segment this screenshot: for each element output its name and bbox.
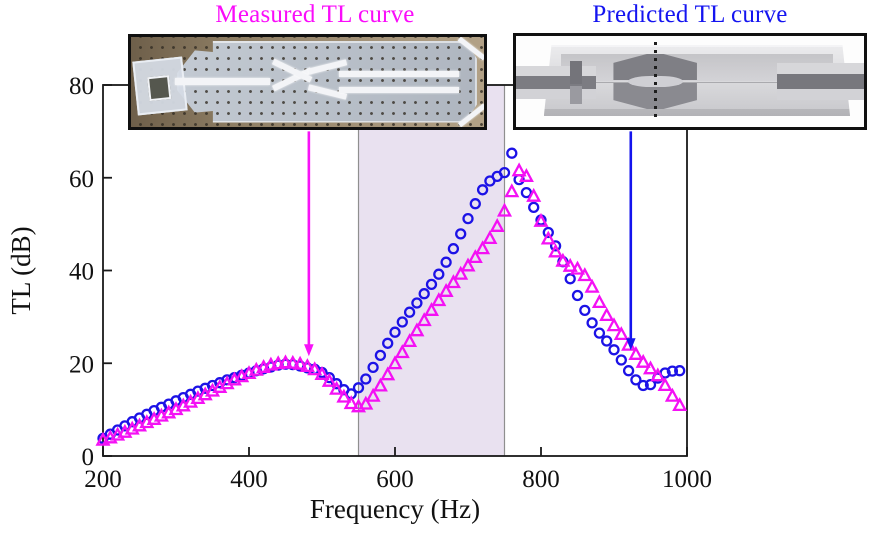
channel-spine <box>175 77 271 85</box>
svg-text:TL (dB): TL (dB) <box>6 226 36 314</box>
clamp-hole <box>147 74 172 102</box>
svg-text:200: 200 <box>84 466 122 493</box>
inner-wall-slot-upper <box>569 61 583 85</box>
inner-wall-slot-lower <box>569 86 583 105</box>
right-flange-channel <box>777 63 864 100</box>
dotted-center-line <box>653 42 657 121</box>
highlight-band <box>357 84 506 457</box>
measured-inset-photo <box>128 34 487 130</box>
flange-bar-upper <box>339 71 460 77</box>
tray-seam-line <box>547 82 847 84</box>
svg-text:Frequency (Hz): Frequency (Hz) <box>310 494 480 524</box>
left-flange-channel <box>516 66 597 99</box>
predicted-arrow <box>625 131 636 351</box>
predicted-series <box>97 147 686 445</box>
svg-text:400: 400 <box>230 466 268 493</box>
svg-text:600: 600 <box>376 466 414 493</box>
predicted-inset-render <box>513 33 867 130</box>
svg-text:800: 800 <box>522 466 560 493</box>
measured-arrow <box>304 131 314 357</box>
measured-curve-title: Measured TL curve <box>215 1 415 28</box>
flange-bar-lower <box>339 87 460 93</box>
clamp-fixture <box>132 56 188 116</box>
center-clover-obstruction <box>613 42 697 121</box>
svg-text:1000: 1000 <box>662 466 712 493</box>
svg-text:60: 60 <box>69 166 94 193</box>
predicted-curve-title: Predicted TL curve <box>592 1 788 28</box>
svg-text:80: 80 <box>69 73 94 100</box>
svg-text:20: 20 <box>69 351 94 378</box>
axis-labels: 200 400 600 800 1000 0 20 40 60 80 Frequency (Hz) T… <box>6 73 712 524</box>
svg-text:0: 0 <box>82 444 95 471</box>
svg-text:40: 40 <box>69 259 94 286</box>
measured-series <box>95 162 688 446</box>
